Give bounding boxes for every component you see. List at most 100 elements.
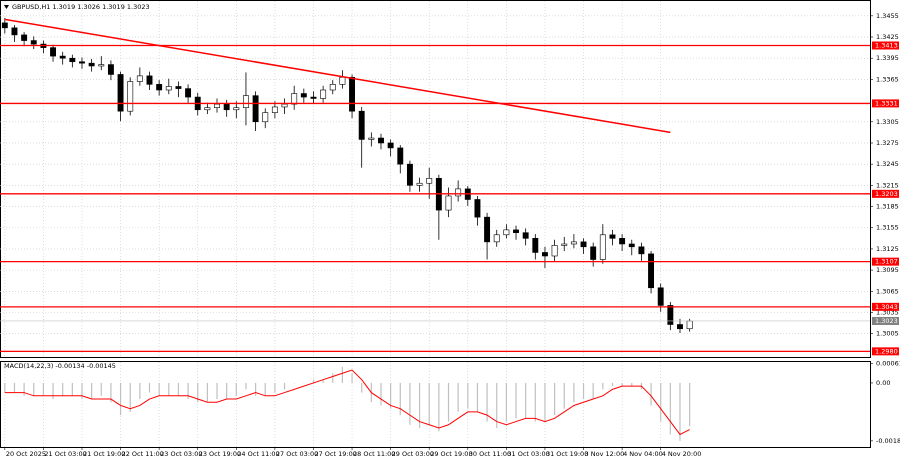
macd-bar (611, 382, 614, 387)
candle-body (165, 86, 172, 91)
macd-bar (621, 382, 623, 387)
x-tick-label: 22 Oct 11:00 (122, 450, 164, 458)
candle-body (619, 238, 626, 245)
macd-bar (81, 382, 83, 400)
candle-body (522, 232, 529, 239)
level-label: 1.2980 (875, 347, 898, 355)
candle-body (474, 199, 481, 218)
macd-bar (669, 382, 671, 435)
level-label-box (872, 99, 899, 108)
candle-body (300, 93, 307, 98)
title-arrow (4, 5, 9, 9)
candle-body (50, 47, 57, 57)
candle-body (117, 74, 124, 112)
macd-bar (554, 382, 556, 416)
y-tick-label: 1.3155 (876, 224, 899, 232)
x-tick-label: 23 Oct 19:00 (199, 450, 241, 458)
candle-body (445, 195, 452, 211)
candle-body (484, 216, 491, 243)
macd-bar (62, 382, 64, 396)
y-tick-label: 1.3455 (876, 12, 899, 20)
candle-body (79, 61, 85, 64)
macd-bar (206, 382, 208, 403)
candle-body (30, 40, 37, 45)
level-label: 1.3043 (875, 303, 898, 311)
macd-bar (428, 382, 430, 425)
candle-body (580, 241, 587, 248)
y-tick-label: 1.3305 (876, 118, 899, 126)
x-tick-label: 24 Oct 11:00 (237, 450, 279, 458)
price-label-box (872, 316, 899, 325)
candle-body (426, 177, 433, 184)
candle-body (513, 229, 519, 233)
x-tick-label: 21 Oct 19:00 (83, 450, 125, 458)
price-panel-frame (0, 0, 871, 358)
macd-bar (13, 382, 16, 393)
y-tick-label: 0.00061 (876, 359, 900, 367)
y-tick-label: 1.3365 (876, 75, 899, 83)
candle-body (310, 96, 317, 99)
x-tick-label: 29 Oct 19:00 (430, 450, 472, 458)
price-label: 1.3023 (875, 317, 898, 325)
y-tick-label: 1.3125 (876, 245, 899, 253)
macd-bar (332, 373, 334, 383)
candle-body (175, 86, 182, 89)
y-tick-label: 1.3185 (876, 203, 899, 211)
candle-body (59, 55, 66, 59)
macd-bar (534, 382, 536, 422)
macd-bar (602, 382, 604, 390)
macd-bar (573, 382, 575, 403)
x-tick-label: 21 Oct 03:00 (44, 450, 86, 458)
macd-bar (409, 382, 411, 425)
candle-body (329, 84, 336, 91)
macd-bar (100, 382, 102, 396)
candle-body (136, 75, 143, 82)
macd-bar (264, 382, 266, 396)
candle-body (223, 103, 230, 111)
candle-body (339, 76, 346, 85)
candle-body (648, 253, 655, 289)
candle-body (88, 62, 95, 67)
level-label: 1.3107 (875, 258, 898, 266)
macd-bar (399, 382, 401, 416)
macd-bar (582, 382, 585, 400)
y-tick-label: 1.3395 (876, 54, 899, 62)
candle-body (561, 243, 568, 246)
macd-bar (23, 382, 25, 396)
y-tick-label: 1.3245 (876, 160, 899, 168)
macd-bar (187, 382, 189, 400)
macd-bar (158, 382, 160, 396)
macd-bar (119, 382, 122, 416)
macd-bar (110, 382, 112, 403)
macd-bar (177, 382, 180, 396)
x-tick-label: 29 Oct 03:00 (392, 450, 434, 458)
candle-body (98, 64, 105, 67)
candle-body (11, 27, 18, 36)
level-label-box (872, 347, 899, 356)
candle-body (387, 142, 394, 149)
candle-body (262, 112, 269, 123)
candle-body (233, 107, 240, 111)
candle-body (686, 320, 693, 330)
macd-panel-frame (0, 361, 871, 448)
candle-body (281, 103, 288, 108)
candle-body (368, 137, 375, 140)
y-tick-label: 1.3215 (876, 181, 899, 189)
macd-bar (245, 382, 247, 390)
chart-title: GBPUSD,H1 1.3019 1.3026 1.3019 1.3023 (12, 3, 150, 11)
macd-bar (457, 382, 459, 412)
x-tick-label: 4 Nov 04:00 (623, 450, 663, 458)
macd-bar (631, 382, 633, 387)
macd-bar (563, 382, 565, 409)
macd-bar (341, 366, 344, 383)
y-tick-label: 1.3065 (876, 287, 899, 295)
y-tick-label: 1.3095 (876, 266, 899, 274)
macd-bar (544, 382, 546, 422)
candle-body (291, 93, 298, 105)
x-tick-label: 23 Oct 03:00 (160, 450, 202, 458)
candle-body (667, 305, 674, 325)
macd-bar (679, 382, 681, 441)
candle-body (503, 229, 510, 236)
x-tick-label: 30 Oct 11:00 (469, 450, 511, 458)
